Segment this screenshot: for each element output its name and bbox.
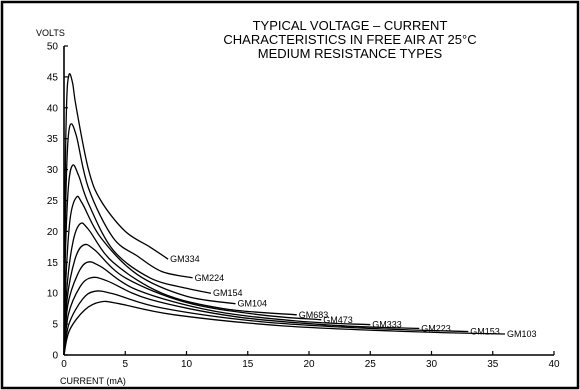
- x-tick-label: 40: [548, 359, 560, 370]
- curve-gm334: [63, 73, 169, 356]
- curve-gm103: [63, 300, 506, 356]
- curve-gm333: [63, 261, 371, 356]
- series-label-gm473: GM473: [323, 315, 353, 325]
- series-label-gm223: GM223: [421, 323, 451, 333]
- y-tick-label: 45: [47, 72, 59, 83]
- x-tick-label: 10: [181, 359, 193, 370]
- x-axis-label: CURRENT (mA): [60, 376, 126, 386]
- y-tick-label: 0: [52, 351, 58, 362]
- y-tick-label: 15: [47, 258, 59, 269]
- y-tick-label: 5: [52, 320, 58, 331]
- title-line: CHARACTERISTICS IN FREE AIR AT 25°C: [223, 32, 476, 47]
- y-axis-label: VOLTS: [36, 28, 65, 38]
- curve-gm223: [63, 276, 420, 356]
- x-tick-label: 25: [365, 359, 377, 370]
- x-tick-label: 20: [303, 359, 315, 370]
- chart-title: TYPICAL VOLTAGE – CURRENTCHARACTERISTICS…: [223, 18, 476, 61]
- y-tick-label: 25: [47, 196, 59, 207]
- y-tick-label: 35: [47, 134, 59, 145]
- series-label-gm153: GM153: [470, 327, 500, 337]
- x-tick-label: 15: [242, 359, 254, 370]
- y-tick-label: 10: [47, 289, 59, 300]
- series-label-gm683: GM683: [299, 310, 329, 320]
- title-line: MEDIUM RESISTANCE TYPES: [258, 46, 443, 61]
- x-tick-label: 0: [61, 359, 67, 370]
- curve-gm154: [63, 164, 212, 356]
- series-label-gm154: GM154: [213, 288, 243, 298]
- curve-gm104: [63, 195, 236, 356]
- curve-gm153: [63, 290, 469, 356]
- series-label-gm334: GM334: [170, 254, 200, 264]
- x-tick-label: 5: [122, 359, 128, 370]
- series-label-gm104: GM104: [238, 299, 268, 309]
- y-tick-label: 40: [47, 103, 59, 114]
- y-tick-label: 30: [47, 165, 59, 176]
- curve-gm683: [63, 222, 297, 356]
- series-label-gm224: GM224: [195, 273, 225, 283]
- curve-gm224: [63, 123, 193, 356]
- y-tick-label: 50: [47, 42, 59, 53]
- x-tick-label: 35: [487, 359, 499, 370]
- curves: [63, 73, 506, 356]
- x-tick-label: 30: [426, 359, 438, 370]
- title-line: TYPICAL VOLTAGE – CURRENT: [253, 18, 448, 33]
- y-tick-label: 20: [47, 227, 59, 238]
- series-label-gm333: GM333: [372, 320, 402, 330]
- curve-gm473: [63, 243, 322, 356]
- series-label-gm103: GM103: [507, 329, 537, 339]
